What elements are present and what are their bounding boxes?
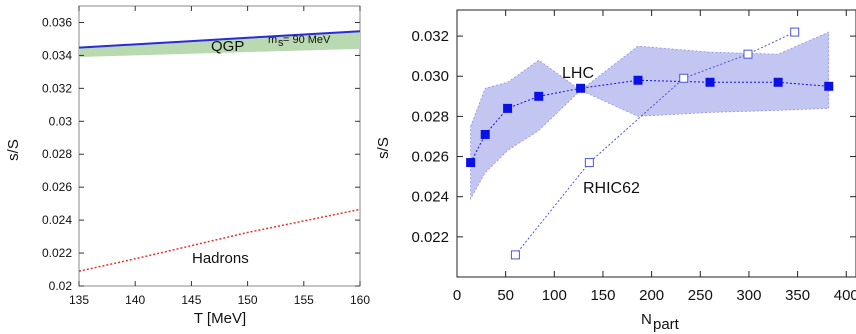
qgp-line (78, 30, 361, 49)
ms-subscript: s (278, 37, 284, 49)
lhc-point (705, 77, 715, 87)
lhc-point (773, 77, 783, 87)
right-ytick-label: 0.026 (411, 149, 449, 166)
right-ytick-label: 0.032 (411, 28, 449, 45)
right-xtick-label: 250 (688, 287, 713, 304)
lhc-line (470, 79, 829, 163)
lhc-point (480, 129, 490, 139)
right-xlabel-subscript: part (653, 316, 680, 333)
right-band-group (470, 31, 830, 201)
left-xtick-label: 155 (294, 293, 314, 307)
right-xtick-label: 0 (453, 287, 461, 304)
hadrons-line (78, 208, 361, 272)
left-ytick-label: 0.03 (49, 114, 73, 128)
left-lines-group (78, 30, 361, 272)
left-ytick-label: 0.026 (42, 180, 72, 194)
right-xtick-label: 400 (834, 287, 856, 304)
right-xlabel: N (641, 311, 652, 328)
rhic62-point (790, 27, 800, 37)
right-ytick-label: 0.030 (411, 68, 449, 85)
left-ytick-label: 0.034 (42, 48, 72, 62)
right-xtick-label: 100 (542, 287, 567, 304)
right-xtick-label: 50 (497, 287, 514, 304)
left-xtick-label: 140 (125, 293, 145, 307)
left-xtick-label: 150 (238, 293, 258, 307)
right-ytick-label: 0.022 (411, 229, 449, 246)
right-xtick-label: 150 (590, 287, 615, 304)
left-xtick-label: 135 (69, 293, 89, 307)
left-ytick-label: 0.02 (49, 279, 73, 293)
left-xlabel: T [MeV] (194, 310, 246, 327)
ms-value: = 90 MeV (283, 34, 331, 46)
rhic62-point (510, 250, 520, 260)
lhc-error-band (470, 31, 830, 201)
left-ytick-label: 0.024 (42, 213, 72, 227)
lhc-point (466, 158, 476, 168)
hadrons-label: Hadrons (192, 250, 249, 267)
lhc-point (576, 83, 586, 93)
right-xtick-label: 200 (639, 287, 664, 304)
left-xtick-label: 145 (181, 293, 201, 307)
ms-label: m (268, 34, 277, 46)
rhic62-label: RHIC62 (583, 180, 640, 197)
rhic62-point (743, 49, 753, 59)
right-xtick-label: 350 (785, 287, 810, 304)
lhc-point (503, 103, 513, 113)
rhic62-point (584, 158, 594, 168)
right-ytick-label: 0.028 (411, 108, 449, 125)
lhc-label: LHC (562, 65, 594, 82)
right-ytick-label: 0.024 (411, 189, 449, 206)
right-xtick-label: 300 (736, 287, 761, 304)
left-ytick-label: 0.022 (42, 246, 72, 260)
right-ylabel: s/S (375, 137, 392, 159)
left-ytick-label: 0.028 (42, 147, 72, 161)
lhc-point (534, 91, 544, 101)
qgp-label: QGP (211, 38, 244, 55)
left-band-group (79, 30, 360, 58)
left-ytick-label: 0.032 (42, 81, 72, 95)
right-lines-group (466, 27, 834, 260)
right-ticks-group: 0 50 100 150 200 250 300 350 400 0.022 0.024 0.026 0… (411, 10, 856, 304)
rhic62-point (679, 73, 689, 83)
left-xtick-label: 160 (350, 293, 370, 307)
qgp-band (79, 30, 360, 58)
lhc-point (824, 81, 834, 91)
left-ylabel: s/S (5, 139, 22, 161)
lhc-point (633, 75, 643, 85)
left-ytick-label: 0.036 (42, 15, 72, 29)
left-ticks-group: 135 140 145 150 155 160 0.02 0.022 0.024 0.026 0.0… (42, 6, 370, 307)
